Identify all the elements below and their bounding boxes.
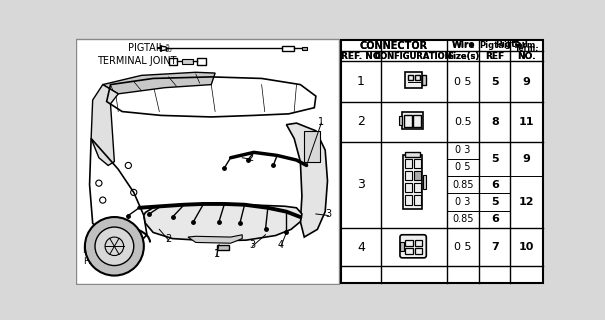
Text: 1: 1 xyxy=(214,249,220,259)
Text: 0.85: 0.85 xyxy=(453,214,474,224)
Text: Pigtail: Pigtail xyxy=(495,40,528,49)
Text: 2: 2 xyxy=(357,115,365,128)
Bar xyxy=(405,248,413,254)
Bar xyxy=(404,115,411,127)
Bar xyxy=(422,75,427,84)
Text: 12: 12 xyxy=(519,197,534,207)
Bar xyxy=(405,196,413,205)
Text: REF. NO: REF. NO xyxy=(341,52,381,61)
Bar xyxy=(76,39,339,284)
Bar xyxy=(169,59,177,65)
Bar xyxy=(405,183,413,192)
Polygon shape xyxy=(91,84,118,165)
Text: 3: 3 xyxy=(325,209,332,219)
Text: NO.: NO. xyxy=(517,52,536,61)
Bar xyxy=(414,158,421,168)
Text: CONNECTOR: CONNECTOR xyxy=(360,41,428,51)
Text: 9: 9 xyxy=(523,76,531,86)
Polygon shape xyxy=(286,123,327,237)
Text: 4: 4 xyxy=(357,241,365,253)
Text: Pigtail: Pigtail xyxy=(479,41,511,50)
Bar xyxy=(341,40,543,283)
Text: 1: 1 xyxy=(318,116,324,126)
Text: 1: 1 xyxy=(357,75,365,88)
Text: 0 3: 0 3 xyxy=(456,145,471,155)
Text: 3: 3 xyxy=(357,178,365,191)
Circle shape xyxy=(95,227,134,266)
Bar xyxy=(414,75,420,80)
Text: CONFIGURATION: CONFIGURATION xyxy=(375,52,453,61)
Text: REF. NO: REF. NO xyxy=(341,52,381,61)
Bar xyxy=(399,116,402,124)
Text: 5: 5 xyxy=(491,197,499,207)
Text: REF: REF xyxy=(485,52,505,61)
Bar xyxy=(405,240,413,246)
Bar xyxy=(400,242,404,251)
Text: 6: 6 xyxy=(491,180,499,190)
Text: 2: 2 xyxy=(247,153,254,163)
Text: REAR WIRE
HARNESS: REAR WIRE HARNESS xyxy=(83,246,134,266)
Bar xyxy=(405,171,413,180)
Bar xyxy=(405,158,413,168)
Bar xyxy=(304,131,320,162)
Text: 6: 6 xyxy=(491,214,499,224)
Bar xyxy=(182,59,192,64)
Text: 5: 5 xyxy=(491,154,499,164)
Text: Size(s): Size(s) xyxy=(447,52,479,61)
Text: 0 5: 0 5 xyxy=(456,163,471,172)
Text: Wire: Wire xyxy=(451,41,475,50)
Bar xyxy=(413,115,421,127)
Bar xyxy=(414,183,421,192)
Text: PIGTAIL: PIGTAIL xyxy=(128,44,165,53)
Text: TERMINAL JOINT: TERMINAL JOINT xyxy=(97,57,177,67)
Text: CONFIGURATION: CONFIGURATION xyxy=(375,52,453,61)
Circle shape xyxy=(85,217,144,276)
Text: 9: 9 xyxy=(523,154,531,164)
Bar xyxy=(405,71,422,88)
Bar xyxy=(408,75,413,80)
Text: 10: 10 xyxy=(519,242,534,252)
Text: NO.: NO. xyxy=(517,52,536,61)
Bar xyxy=(197,59,206,65)
Text: 11: 11 xyxy=(519,116,534,126)
Text: 4: 4 xyxy=(278,240,284,250)
Text: CONNECTOR: CONNECTOR xyxy=(360,41,428,51)
Text: Wire: Wire xyxy=(451,40,475,49)
Bar xyxy=(414,240,422,246)
Bar xyxy=(403,156,422,209)
Text: Size(s): Size(s) xyxy=(447,52,479,61)
Bar xyxy=(414,171,421,180)
Bar xyxy=(405,152,420,157)
Text: 5: 5 xyxy=(491,76,499,86)
Text: Term.: Term. xyxy=(515,44,538,52)
Polygon shape xyxy=(188,235,242,243)
Text: 0.85: 0.85 xyxy=(453,180,474,190)
Text: 7: 7 xyxy=(491,242,499,252)
Text: 0 5: 0 5 xyxy=(454,242,472,252)
Bar xyxy=(414,248,422,254)
Bar xyxy=(302,47,307,50)
Text: 0 3: 0 3 xyxy=(456,197,471,207)
Bar xyxy=(217,245,229,250)
Polygon shape xyxy=(103,72,215,94)
Text: 10: 10 xyxy=(164,48,172,53)
Bar xyxy=(282,46,294,51)
Text: REF: REF xyxy=(485,52,505,61)
Text: 3: 3 xyxy=(249,240,255,250)
Text: Term.: Term. xyxy=(514,41,540,50)
Text: 0 5: 0 5 xyxy=(454,76,472,86)
Text: 5: 5 xyxy=(166,44,170,49)
Text: 8: 8 xyxy=(491,116,499,126)
Text: 0.5: 0.5 xyxy=(454,116,472,126)
Bar xyxy=(402,112,424,129)
FancyBboxPatch shape xyxy=(400,235,427,258)
Text: 2: 2 xyxy=(166,234,172,244)
Polygon shape xyxy=(144,204,302,241)
Bar xyxy=(424,175,427,189)
Bar xyxy=(414,196,421,205)
